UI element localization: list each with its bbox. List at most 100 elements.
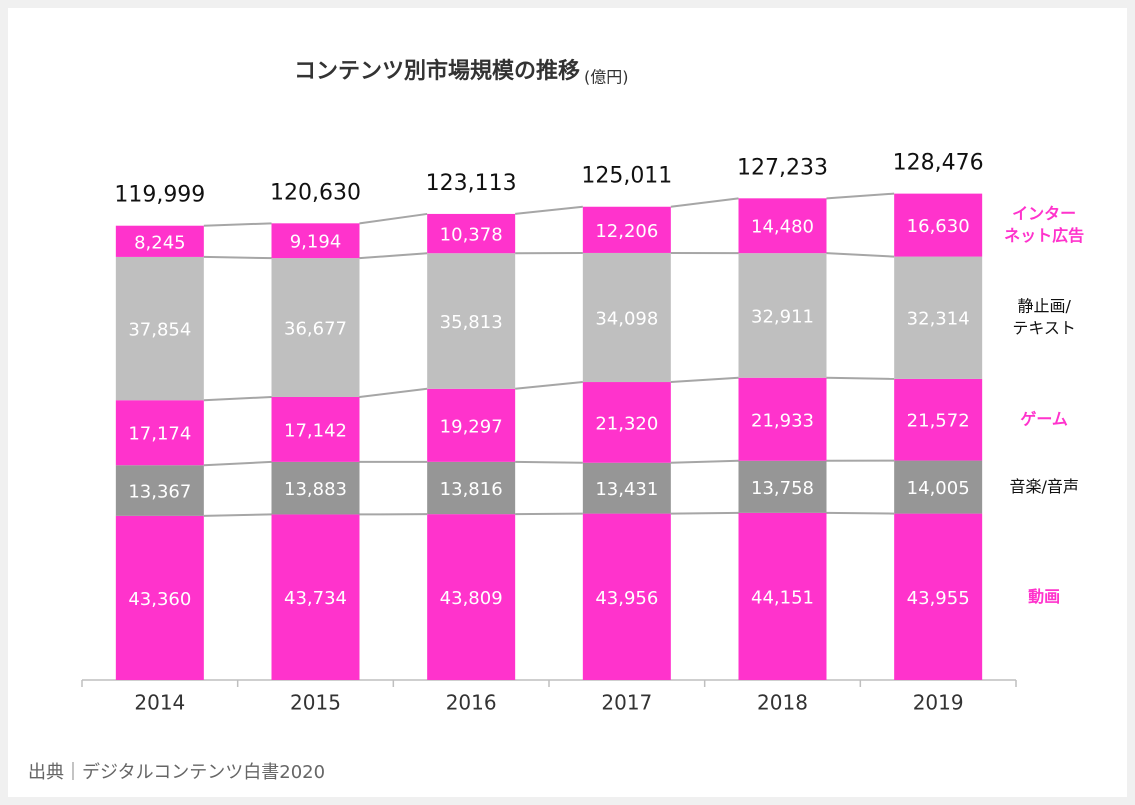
bar-segment — [115, 225, 204, 257]
connector — [670, 376, 739, 384]
value-label: 14,005 — [907, 478, 970, 499]
bar-segment — [427, 213, 516, 254]
bar-segment — [894, 460, 983, 514]
bar-segment — [738, 377, 827, 461]
value-label: 17,142 — [284, 420, 347, 441]
total-label: 119,999 — [114, 183, 205, 208]
total-label: 123,113 — [426, 171, 517, 196]
bar-segment — [738, 253, 827, 378]
bar-segment — [738, 460, 827, 513]
connector — [826, 511, 895, 515]
bar-segment — [582, 252, 671, 383]
value-label: 16,630 — [907, 216, 970, 237]
bar-segment — [738, 512, 827, 680]
value-label: 13,431 — [595, 479, 658, 500]
connector — [515, 512, 583, 516]
x-tick-label: 2016 — [446, 691, 497, 715]
connector — [203, 222, 272, 227]
value-label: 8,245 — [134, 232, 186, 253]
legend-line: ゲーム — [1020, 409, 1068, 428]
bar-segment — [582, 382, 671, 463]
value-label: 9,194 — [290, 232, 342, 253]
value-label: 43,956 — [595, 588, 658, 609]
connector — [826, 192, 895, 200]
chart-title: コンテンツ別市場規模の推移 — [294, 58, 580, 84]
bar-segment — [115, 465, 204, 516]
x-tick-label: 2014 — [134, 691, 185, 715]
connector — [203, 513, 272, 517]
value-label: 32,314 — [907, 309, 970, 330]
legend-line: ネット広告 — [1004, 226, 1084, 245]
bar-segment — [271, 461, 360, 515]
value-label: 43,734 — [284, 588, 347, 609]
bar-segment — [894, 378, 983, 461]
connector — [670, 459, 739, 464]
source: 出典｜デジタルコンテンツ白書2020 — [28, 762, 325, 783]
value-label: 10,378 — [440, 225, 503, 246]
value-label: 13,883 — [284, 479, 347, 500]
connector — [515, 381, 583, 390]
legend-label: 静止画/テキスト — [1012, 296, 1076, 337]
value-label: 17,174 — [128, 424, 191, 445]
value-label: 19,297 — [440, 416, 503, 437]
bar-segment — [427, 388, 516, 462]
connector — [515, 460, 583, 464]
chart-subtitle: (億円) — [584, 68, 629, 87]
legend-line: インター — [1012, 204, 1076, 223]
legend-label: 音楽/音声 — [1009, 477, 1078, 496]
connector — [359, 212, 428, 225]
value-label: 13,758 — [751, 478, 814, 499]
x-tick-label: 2017 — [601, 691, 652, 715]
bar-segment — [115, 400, 204, 466]
connector — [670, 511, 739, 515]
bar-segment — [271, 396, 360, 462]
x-tick-label: 2019 — [913, 691, 964, 715]
bar-segment — [894, 513, 983, 680]
total-label: 125,011 — [581, 164, 672, 189]
connector — [826, 376, 895, 380]
connector — [359, 387, 428, 398]
bar-segment — [427, 514, 516, 680]
value-label: 13,367 — [128, 482, 191, 503]
x-tick-label: 2018 — [757, 691, 808, 715]
connector — [515, 205, 583, 215]
bar-segment — [427, 461, 516, 515]
bar-segment — [271, 223, 360, 259]
legend-label: 動画 — [1028, 586, 1060, 605]
bar-segment — [582, 206, 671, 253]
value-label: 32,911 — [751, 306, 814, 327]
value-label: 21,572 — [907, 411, 970, 432]
bar-segment — [115, 256, 204, 401]
bar-segment — [582, 513, 671, 680]
value-label: 36,677 — [284, 319, 347, 340]
legend-line: テキスト — [1012, 318, 1076, 337]
connector — [203, 255, 272, 260]
bar-segment — [738, 198, 827, 254]
bar-segment — [427, 253, 516, 389]
x-tick-label: 2015 — [290, 691, 341, 715]
connector — [203, 395, 272, 402]
total-label: 120,630 — [270, 180, 361, 205]
bar-segment — [582, 462, 671, 514]
value-label: 37,854 — [128, 320, 191, 341]
bar-segment — [115, 515, 204, 680]
value-label: 35,813 — [440, 312, 503, 333]
value-label: 43,809 — [440, 588, 503, 609]
connector — [359, 252, 428, 260]
total-label: 128,476 — [893, 151, 984, 176]
bar-segment — [894, 256, 983, 379]
legend-label: インターネット広告 — [1004, 204, 1084, 245]
value-label: 44,151 — [751, 587, 814, 608]
bar-segment — [271, 258, 360, 397]
value-label: 21,933 — [751, 410, 814, 431]
bar-segment — [894, 193, 983, 257]
legend-line: 静止画/ — [1017, 296, 1071, 315]
value-label: 21,320 — [595, 413, 658, 434]
total-label: 127,233 — [737, 155, 828, 180]
legend-label: ゲーム — [1020, 409, 1068, 428]
connector — [203, 460, 272, 467]
value-label: 34,098 — [595, 308, 658, 329]
value-label: 43,955 — [907, 588, 970, 609]
bar-segment — [271, 514, 360, 680]
